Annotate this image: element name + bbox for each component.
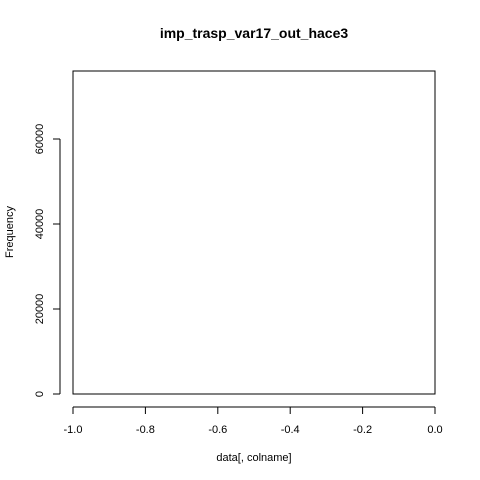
x-axis-label: data[, colname] bbox=[216, 452, 291, 464]
y-axis: 0 20000 40000 60000 bbox=[34, 124, 61, 397]
x-tick-label: -0.8 bbox=[136, 424, 155, 436]
y-tick-label: 60000 bbox=[34, 124, 46, 155]
y-axis-label: Frequency bbox=[4, 206, 16, 258]
x-tick-label: -1.0 bbox=[64, 424, 83, 436]
x-axis: -1.0 -0.8 -0.6 -0.4 -0.2 0.0 bbox=[64, 406, 443, 436]
chart-title: imp_trasp_var17_out_hace3 bbox=[160, 25, 349, 41]
y-tick-label: 0 bbox=[34, 391, 46, 397]
x-tick-label: -0.2 bbox=[353, 424, 372, 436]
x-tick-label: 0.0 bbox=[427, 424, 442, 436]
y-tick-label: 20000 bbox=[34, 294, 46, 325]
x-tick-label: -0.4 bbox=[281, 424, 300, 436]
y-tick-label: 40000 bbox=[34, 209, 46, 240]
plot-box bbox=[72, 70, 436, 395]
x-tick-label: -0.6 bbox=[208, 424, 227, 436]
